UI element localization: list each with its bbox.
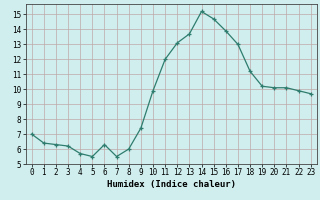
X-axis label: Humidex (Indice chaleur): Humidex (Indice chaleur) (107, 180, 236, 189)
